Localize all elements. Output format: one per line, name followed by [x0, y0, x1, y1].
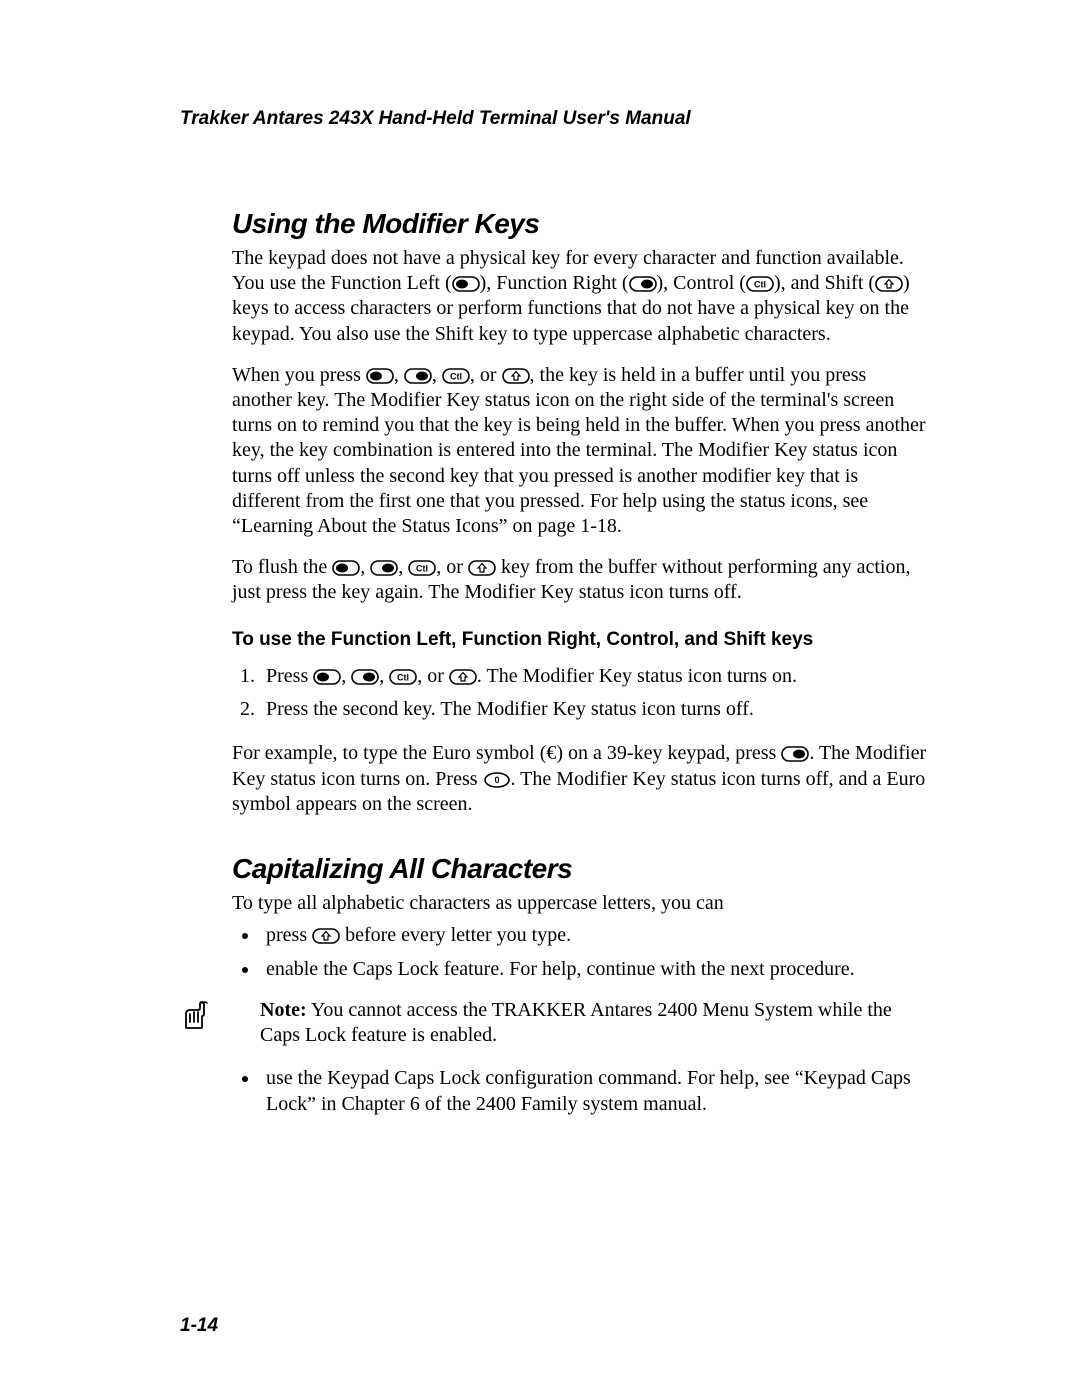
note-text: Note: You cannot access the TRAKKER Anta…: [260, 998, 930, 1048]
control-key-icon: [389, 669, 417, 685]
page: Trakker Antares 243X Hand-Held Terminal …: [0, 0, 1080, 1397]
note-block: Note: You cannot access the TRAKKER Anta…: [232, 998, 930, 1048]
control-key-icon: [746, 276, 774, 292]
text: , or: [470, 364, 502, 386]
shift-key-icon: [875, 276, 903, 292]
para-caps-intro: To type all alphabetic characters as upp…: [232, 891, 930, 916]
function-right-key-icon: [370, 560, 398, 576]
control-key-icon: [408, 560, 436, 576]
text: ,: [398, 556, 408, 578]
steps-list: Press , , , or . The Modifier Key status…: [232, 663, 930, 723]
text: , or: [417, 665, 449, 687]
bullet-list-2: use the Keypad Caps Lock configuration c…: [232, 1065, 930, 1117]
bullet-press-shift: press before every letter you type.: [260, 922, 930, 948]
running-header: Trakker Antares 243X Hand-Held Terminal …: [180, 108, 930, 130]
subheading-use-modifier-keys: To use the Function Left, Function Right…: [232, 629, 930, 651]
shift-key-icon: [312, 928, 340, 944]
text: ,: [432, 364, 442, 386]
bullet-list-1: press before every letter you type. enab…: [232, 922, 930, 982]
text: ,: [341, 665, 351, 687]
content-area: Using the Modifier Keys The keypad does …: [232, 208, 930, 1117]
text: Press: [266, 665, 313, 687]
function-left-key-icon: [332, 560, 360, 576]
text: ), Function Right (: [480, 272, 629, 294]
function-left-key-icon: [313, 669, 341, 685]
text: press: [266, 924, 312, 946]
text: ), Control (: [657, 272, 746, 294]
page-number: 1-14: [180, 1315, 218, 1337]
text: ), and Shift (: [774, 272, 875, 294]
bullet-config-command: use the Keypad Caps Lock configuration c…: [260, 1065, 930, 1117]
function-right-key-icon: [781, 746, 809, 762]
bullet-enable-capslock: enable the Caps Lock feature. For help, …: [260, 956, 930, 982]
text: ,: [379, 665, 389, 687]
shift-key-icon: [468, 560, 496, 576]
note-label: Note:: [260, 999, 307, 1021]
text: You cannot access the TRAKKER Antares 24…: [260, 999, 892, 1046]
text: . The Modifier Key status icon turns on.: [477, 665, 797, 687]
text: ,: [360, 556, 370, 578]
para-example: For example, to type the Euro symbol (€)…: [232, 741, 930, 817]
text: , or: [436, 556, 468, 578]
para-flush: To flush the , , , or key from the buffe…: [232, 555, 930, 605]
function-left-key-icon: [366, 368, 394, 384]
text: ,: [394, 364, 404, 386]
para-intro: The keypad does not have a physical key …: [232, 246, 930, 347]
function-right-key-icon: [351, 669, 379, 685]
section-heading-capitalize: Capitalizing All Characters: [232, 853, 930, 885]
function-left-key-icon: [452, 276, 480, 292]
text: When you press: [232, 364, 366, 386]
shift-key-icon: [502, 368, 530, 384]
text: , the key is held in a buffer until you …: [232, 364, 926, 537]
text: To flush the: [232, 556, 332, 578]
zero-key-icon: [483, 772, 511, 788]
step-2: Press the second key. The Modifier Key s…: [260, 696, 930, 723]
text: before every letter you type.: [340, 924, 571, 946]
note-icon: [180, 998, 248, 1039]
step-1: Press , , , or . The Modifier Key status…: [260, 663, 930, 690]
text: For example, to type the Euro symbol (€)…: [232, 742, 781, 764]
shift-key-icon: [449, 669, 477, 685]
para-buffer: When you press , , , or , the key is hel…: [232, 363, 930, 539]
control-key-icon: [442, 368, 470, 384]
function-right-key-icon: [629, 276, 657, 292]
section-heading-modifier-keys: Using the Modifier Keys: [232, 208, 930, 240]
function-right-key-icon: [404, 368, 432, 384]
